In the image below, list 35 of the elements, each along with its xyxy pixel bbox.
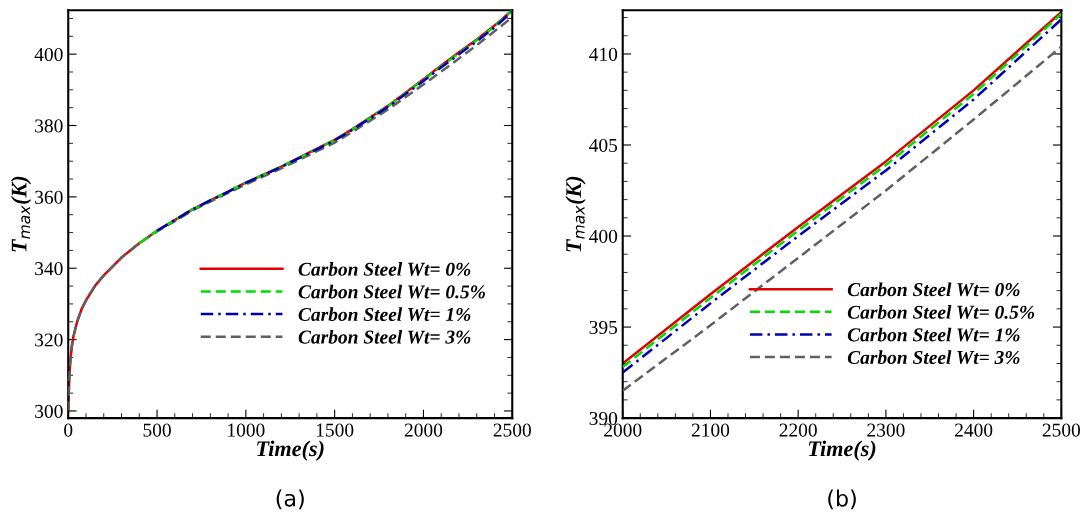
y-tick-label: 340 [35, 262, 63, 276]
legend-label: Carbon Steel Wt= 0% [298, 262, 471, 276]
y-tick-label: 400 [34, 47, 63, 62]
text: (a) [276, 489, 304, 510]
x-axis-title: Time(s) [257, 440, 324, 461]
legend-label: Carbon Steel Wt= 3% [298, 329, 471, 344]
y-tick-label: 410 [589, 47, 618, 61]
y-tick-label: 320 [35, 333, 63, 347]
legend-label: Carbon Steel Wt= 0% [847, 282, 1020, 297]
x-tick-label: 2500 [1042, 423, 1081, 437]
legend-label: Carbon Steel Wt= 0.5% [847, 305, 1035, 319]
y-tick-label: 380 [35, 119, 63, 133]
legend-label: Carbon Steel Wt= 1% [298, 307, 471, 322]
x-tick-label: 2100 [691, 423, 730, 437]
legend-label: Carbon Steel Wt= 3% [847, 350, 1020, 365]
legend-label: Carbon Steel Wt= 0.5% [298, 284, 485, 299]
legend-label: Carbon Steel Wt= 1% [847, 327, 1020, 342]
x-tick-label: 2300 [867, 423, 905, 437]
y-tick-label: 405 [589, 138, 618, 152]
y-tick-label: 360 [35, 190, 63, 204]
y-tick-label: 395 [589, 320, 618, 334]
x-tick-label: 1000 [228, 423, 265, 437]
y-axis-title: T$_{max}$(K) [10, 176, 32, 252]
text: (b) [828, 489, 856, 510]
x-tick-label: 2500 [493, 423, 531, 437]
x-tick-label: 1500 [316, 423, 354, 437]
x-axis-title: Time(s) [808, 440, 876, 461]
y-tick-label: 400 [589, 229, 618, 243]
y-axis-title: T$_{max}$(K) [565, 176, 586, 252]
x-tick-label: 0 [64, 423, 73, 437]
x-tick-label: 500 [143, 423, 171, 437]
x-tick-label: 2000 [404, 423, 443, 437]
y-tick-label: 300 [35, 404, 63, 418]
x-tick-label: 2400 [955, 423, 993, 437]
x-tick-label: 2200 [779, 423, 817, 437]
